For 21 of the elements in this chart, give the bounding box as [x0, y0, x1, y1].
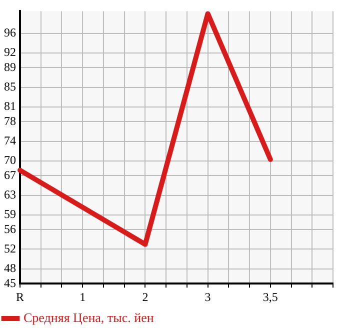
y-tick-label: 63 — [4, 187, 16, 202]
y-tick-label: 96 — [4, 25, 16, 40]
x-tick-label: 1 — [80, 290, 86, 304]
y-tick-label: 45 — [4, 276, 16, 290]
x-tick-label: 3,5 — [262, 290, 278, 304]
y-tick-label: 52 — [4, 241, 16, 256]
x-tick-label: 2 — [142, 290, 148, 304]
y-tick-label: 74 — [4, 133, 16, 148]
y-tick-label: 48 — [4, 261, 16, 276]
y-tick-label: 67 — [4, 168, 16, 182]
y-tick-label: 89 — [4, 60, 16, 74]
x-tick-label: R — [16, 290, 24, 304]
y-tick-label: 56 — [4, 222, 16, 236]
legend-label: Средняя Цена, тыс. йен — [24, 310, 154, 325]
x-tick-label: 3 — [204, 290, 211, 304]
y-tick-label: 70 — [4, 153, 16, 168]
y-tick-label: 78 — [4, 114, 16, 128]
y-tick-label: 92 — [4, 45, 16, 60]
y-tick-label: 85 — [4, 79, 16, 94]
y-tick-label: 81 — [4, 99, 16, 114]
y-tick-label: 59 — [4, 207, 16, 222]
